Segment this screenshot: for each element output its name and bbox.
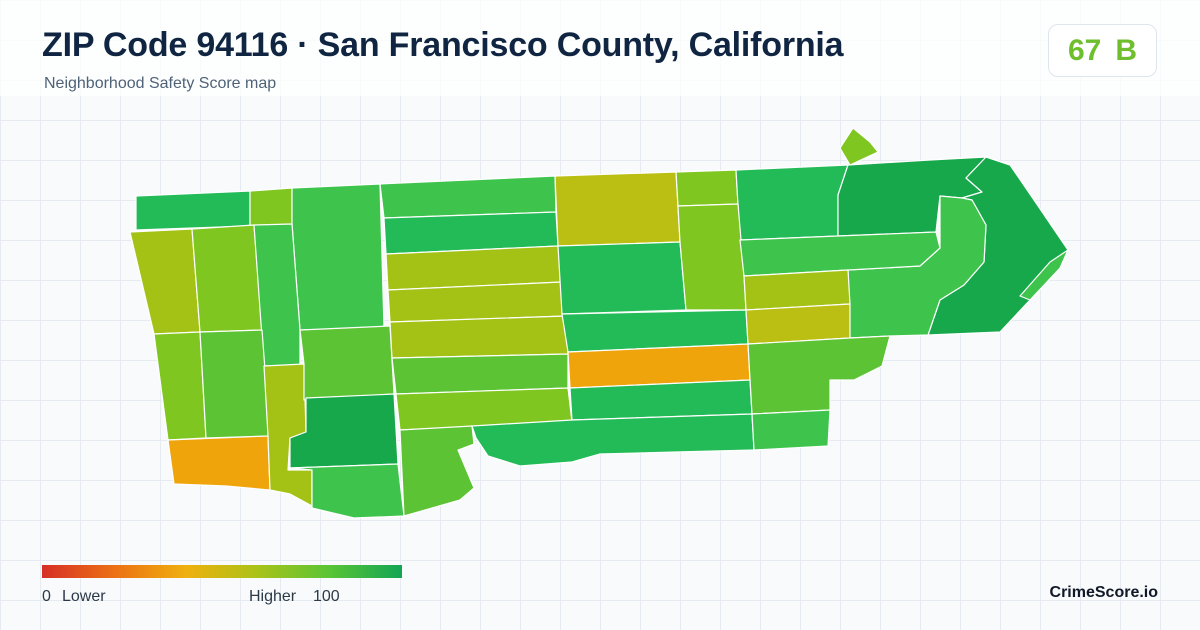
map-region [191,224,263,333]
map-region [153,331,207,441]
map-region [129,228,201,335]
map-region [735,164,849,241]
legend-gradient-bar [42,565,402,578]
map-region [391,353,569,395]
map-region [135,190,251,231]
brand-logo: CrimeScore.io [1049,584,1158,601]
legend-max-value: 100 [313,588,340,605]
map-region [677,203,747,311]
map-region [839,127,879,166]
map-region [554,171,681,247]
map-region [289,463,405,519]
map-region [751,409,831,451]
safety-score-badge: 67 B [1048,24,1157,77]
map-region [399,425,475,517]
map-region [199,329,271,439]
legend-max-label: Higher [249,588,297,605]
map-region [747,335,891,415]
map-region [167,435,271,491]
score-grade: B [1115,33,1138,67]
map-region [291,183,385,331]
score-value: 67 [1067,33,1102,67]
map-region [389,315,569,359]
map-region [249,187,293,227]
map-region [745,303,851,345]
map-region [471,413,755,467]
map-region [379,175,557,219]
map-region [557,241,687,315]
map-region [289,393,399,469]
page-subtitle: Neighborhood Safety Score map [44,75,277,92]
map-region [675,169,739,207]
header-band [0,0,1200,96]
map-region [1019,249,1069,301]
page-title: ZIP Code 94116 · San Francisco County, C… [42,26,844,64]
legend-min-value: 0 [42,588,51,605]
map-region [743,269,851,311]
map-region [299,325,395,401]
legend-min-label: Lower [62,588,106,605]
